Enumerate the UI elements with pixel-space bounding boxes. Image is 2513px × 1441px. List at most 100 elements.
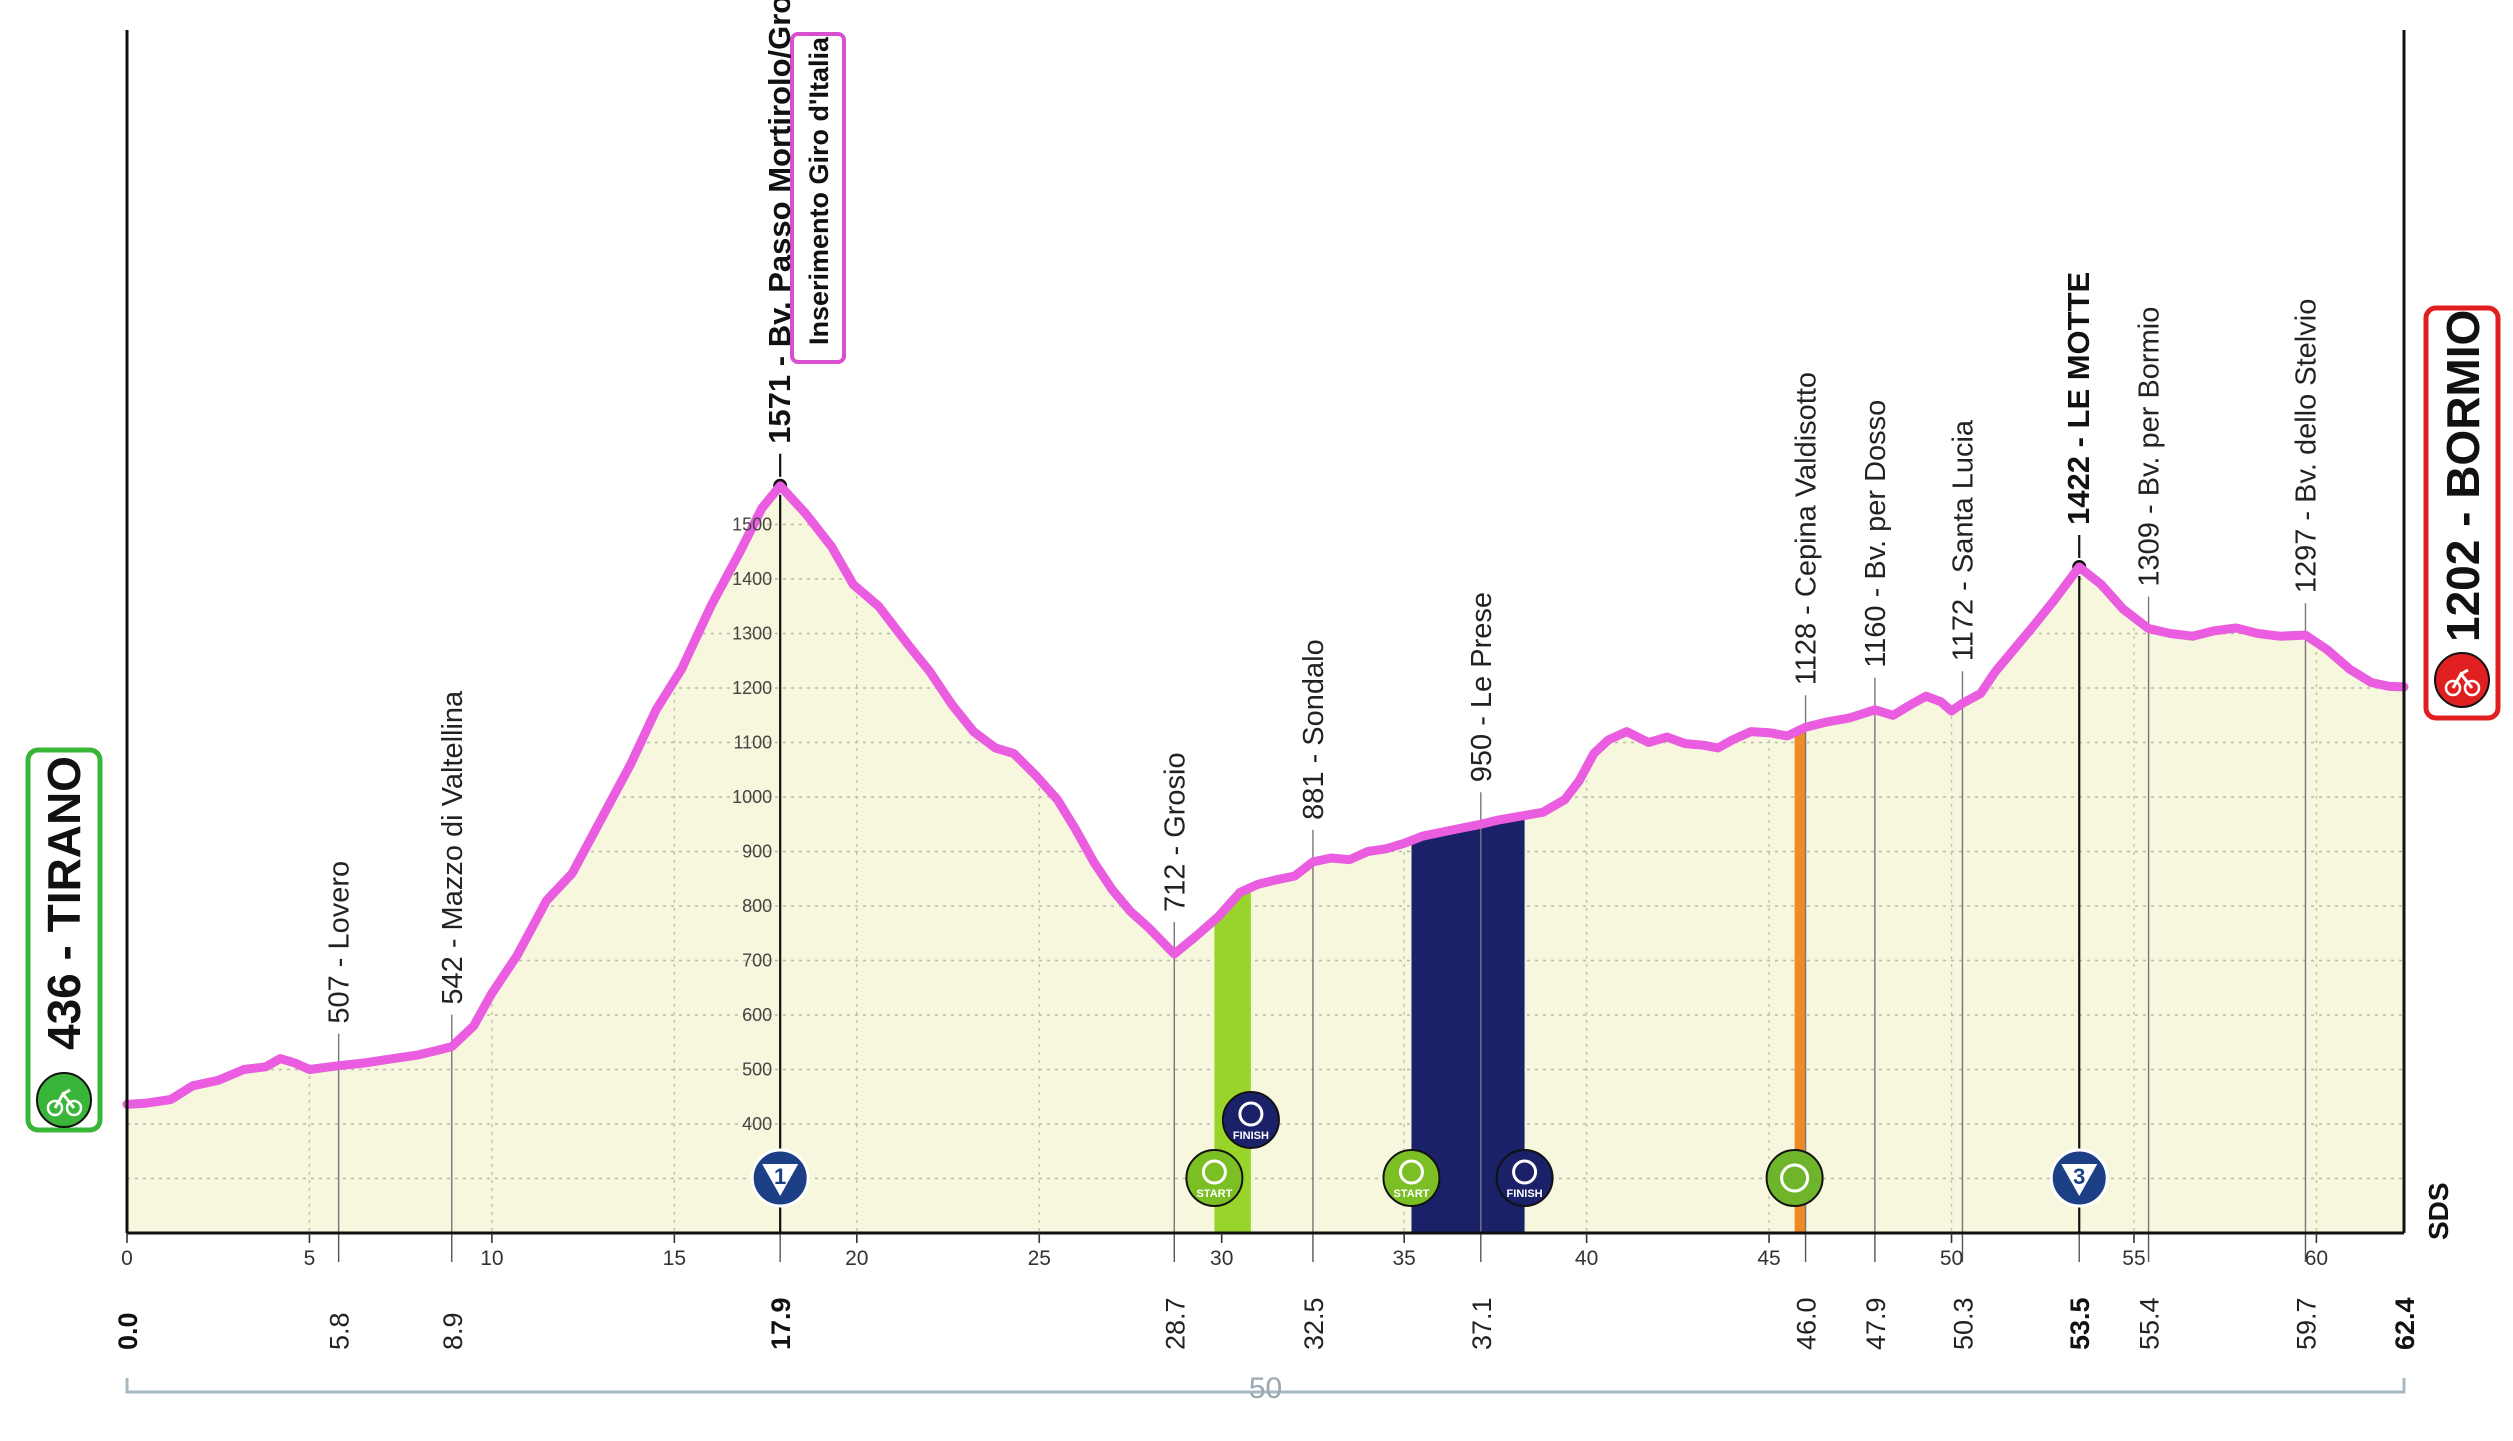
waypoint-label: 1172 - Santa Lucia bbox=[1947, 419, 1979, 661]
finish-cyclist-icon bbox=[2434, 652, 2490, 708]
sector-badge: START bbox=[1185, 1149, 1244, 1207]
sector-badge-icon bbox=[1495, 1149, 1554, 1207]
distance-label: 55.4 bbox=[2135, 1297, 2165, 1350]
waypoint-label: 1297 - Bv. dello Stelvio bbox=[2290, 299, 2322, 593]
x-axis-tick-label: 15 bbox=[663, 1247, 686, 1270]
distance-label: 8.9 bbox=[438, 1312, 468, 1350]
annotation-box: Inserimento Giro d'Italia bbox=[790, 32, 846, 364]
kom-category-label: 3 bbox=[2073, 1164, 2085, 1189]
profile-fill-layer bbox=[127, 485, 2404, 1233]
distance-label: 59.7 bbox=[2291, 1297, 2321, 1350]
start-cyclist-icon bbox=[36, 1072, 92, 1128]
bracket-label: 50 bbox=[1249, 1372, 1282, 1405]
finish-endpoint: 1202 - BORMIO bbox=[2423, 305, 2501, 721]
sector-badge-label: FINISH bbox=[1233, 1130, 1269, 1142]
distance-label: 28.7 bbox=[1160, 1297, 1190, 1350]
stopwatch-icon bbox=[1238, 1101, 1264, 1127]
profile-line bbox=[122, 481, 2409, 1109]
sector-badge-icon bbox=[1382, 1149, 1441, 1207]
sector-badge-label: START bbox=[1394, 1188, 1430, 1200]
start-endpoint-frame bbox=[25, 747, 103, 1133]
sector-blue-sector bbox=[1411, 815, 1525, 1233]
x-axis-tick-label: 45 bbox=[1757, 1247, 1780, 1270]
distance-label: 53.5 bbox=[2065, 1297, 2095, 1350]
altitude-tick-label: 1500 bbox=[732, 515, 772, 535]
altitude-tick-label: 1400 bbox=[732, 569, 772, 589]
start-distance-label: 0.0 bbox=[113, 1312, 143, 1350]
waypoint-label: 1571 - Bv. Passo Mortirolo/Grosio bbox=[762, 0, 797, 444]
x-axis-tick-label: 60 bbox=[2305, 1247, 2328, 1270]
sector-layer bbox=[1214, 727, 1806, 1233]
waypoint-label: 1422 - LE MOTTE bbox=[2061, 272, 2096, 525]
kom-marker: 1 bbox=[750, 1148, 810, 1208]
altitude-tick-label: 800 bbox=[742, 896, 772, 916]
altitude-tick-label: 700 bbox=[742, 951, 772, 971]
waypoint-label: 542 - Mazzo di Valtellina bbox=[437, 690, 469, 1005]
altitude-tick-label: 1000 bbox=[732, 787, 772, 807]
start-endpoint-label: 436 - TIRANO bbox=[38, 756, 90, 1050]
distance-label: 37.1 bbox=[1467, 1297, 1497, 1350]
intermediate-badge-icon bbox=[1765, 1149, 1824, 1207]
waypoint-label: 950 - Le Prese bbox=[1466, 592, 1498, 782]
finish-endpoint-label: 1202 - BORMIO bbox=[2437, 310, 2489, 642]
kom-marker: 3 bbox=[2049, 1148, 2109, 1208]
x-axis-tick-label: 25 bbox=[1028, 1247, 1051, 1270]
annotation-label: Inserimento Giro d'Italia bbox=[804, 36, 834, 345]
waypoint-label: 712 - Grosio bbox=[1159, 752, 1191, 912]
annotation-frame bbox=[790, 32, 846, 364]
cyclist-body-icon bbox=[53, 1088, 76, 1109]
axis-layer bbox=[125, 30, 2406, 1394]
profile-line-layer bbox=[122, 481, 2409, 1109]
finish-endpoint-frame bbox=[2423, 305, 2501, 721]
distance-label: 5.8 bbox=[325, 1312, 355, 1350]
x-axis-tick-label: 40 bbox=[1575, 1247, 1598, 1270]
sector-badge-label: FINISH bbox=[1507, 1188, 1543, 1200]
finish-distance-label: 62.4 bbox=[2390, 1297, 2420, 1350]
sector-badge-icon bbox=[1185, 1149, 1244, 1207]
x-axis-tick-label: 55 bbox=[2122, 1247, 2145, 1270]
sector-badge-icon bbox=[1221, 1091, 1280, 1149]
stopwatch-icon bbox=[1398, 1159, 1424, 1185]
x-axis-tick-label: 0 bbox=[121, 1247, 133, 1270]
cyclist-wheel-icon bbox=[65, 1099, 83, 1117]
kom-triangle-icon bbox=[762, 1164, 799, 1196]
altitude-tick-label: 1100 bbox=[733, 733, 772, 753]
x-axis-tick-label: 50 bbox=[1940, 1247, 1963, 1270]
altitude-tick-label: 1200 bbox=[732, 678, 772, 698]
badge-layer: 436 - TIRANO 1202 - BORMIO Inserimento Gir… bbox=[25, 32, 2501, 1208]
distance-label: 47.9 bbox=[1861, 1297, 1891, 1350]
sector-orange-marker bbox=[1794, 727, 1806, 1233]
label-layer: 4005006007008009001000110012001300140015… bbox=[113, 0, 2454, 1405]
altitude-tick-label: 600 bbox=[742, 1005, 772, 1025]
sector-badge: FINISH bbox=[1495, 1149, 1554, 1207]
x-axis-tick-label: 10 bbox=[480, 1247, 503, 1270]
distance-label: 32.5 bbox=[1299, 1297, 1329, 1350]
sector-badge: START bbox=[1382, 1149, 1441, 1207]
x-axis-tick-label: 20 bbox=[845, 1247, 868, 1270]
altitude-tick-label: 400 bbox=[742, 1114, 772, 1134]
sector-badge-label: START bbox=[1196, 1188, 1232, 1200]
x-axis-tick-label: 30 bbox=[1210, 1247, 1233, 1270]
stopwatch-icon bbox=[1780, 1163, 1810, 1193]
stopwatch-icon bbox=[1512, 1159, 1538, 1185]
altitude-tick-label: 1300 bbox=[732, 624, 772, 644]
altitude-tick-label: 900 bbox=[742, 842, 772, 862]
cyclist-wheel-icon bbox=[2463, 679, 2481, 697]
sector-badge: FINISH bbox=[1221, 1091, 1280, 1149]
kom-triangle-icon bbox=[2061, 1164, 2098, 1196]
waypoint-label: 1128 - Cepina Valdisotto bbox=[1791, 372, 1823, 685]
cyclist-wheel-icon bbox=[2444, 679, 2462, 697]
distance-label: 17.9 bbox=[766, 1297, 796, 1350]
kom-category-label: 1 bbox=[774, 1164, 786, 1189]
cyclist-body-icon bbox=[2451, 668, 2474, 689]
cyclist-wheel-icon bbox=[46, 1099, 64, 1117]
sds-label: SDS bbox=[2423, 1182, 2454, 1240]
x-axis-tick-label: 35 bbox=[1392, 1247, 1415, 1270]
distance-label: 46.0 bbox=[1792, 1297, 1822, 1350]
waypoint-label: 881 - Sondalo bbox=[1298, 639, 1330, 820]
stopwatch-icon bbox=[1201, 1159, 1227, 1185]
intermediate-badge bbox=[1765, 1149, 1824, 1207]
waypoint-label: 1160 - Bv. per Dosso bbox=[1860, 400, 1892, 668]
